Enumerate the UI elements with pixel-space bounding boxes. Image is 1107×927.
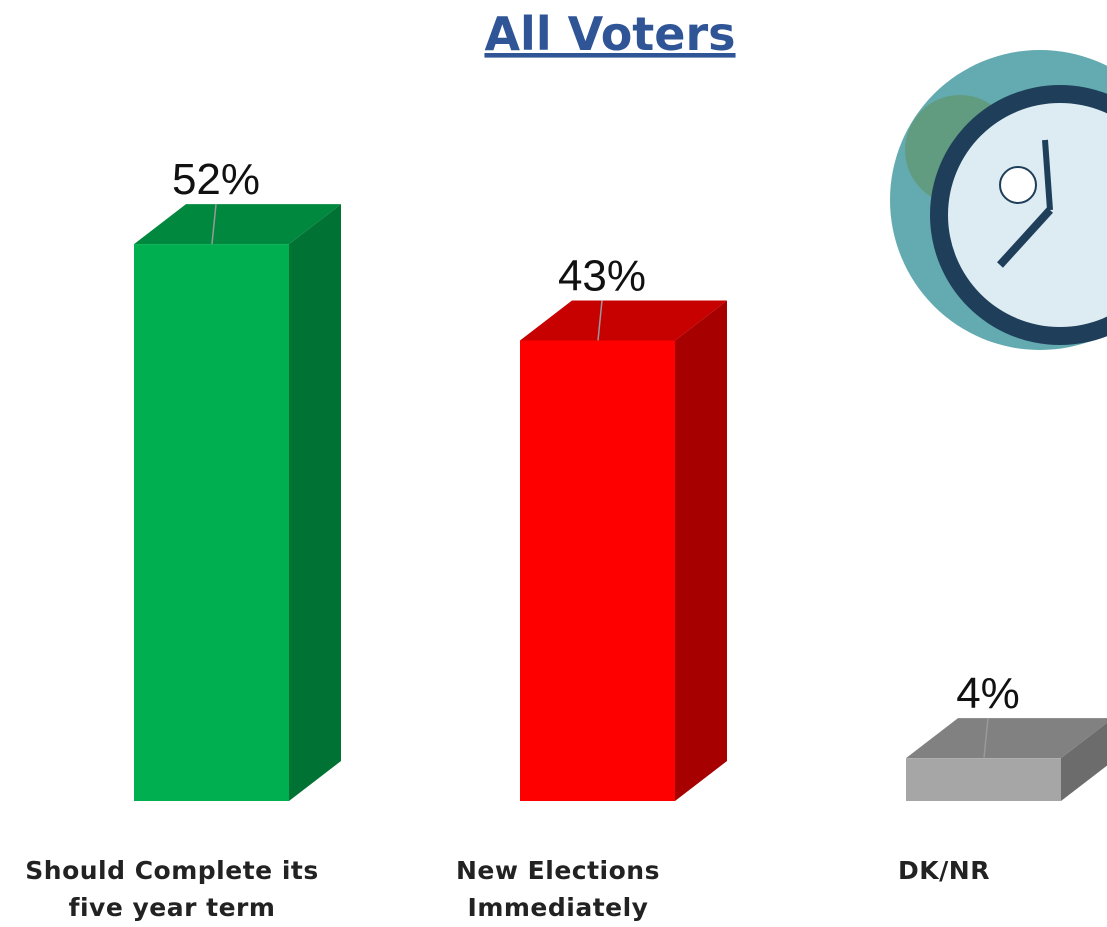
bar-side [1061,722,1107,801]
bar-side [289,204,341,801]
category-label: DK/NR [898,856,990,885]
category-label: New Elections Immediately [456,856,660,922]
bar [520,340,675,801]
leader-line [597,300,603,341]
leader-line [983,718,989,759]
chart-title: All Voters [484,7,735,61]
bar-side [675,300,727,801]
bar [906,758,1061,801]
category-label: Should Complete its five year term [25,856,319,922]
clock-illustration [890,50,1107,350]
bar-top [134,204,341,245]
clock-hand [997,207,1053,268]
small-clock [999,166,1037,204]
value-label: 43% [558,251,646,300]
clock-face [948,103,1107,327]
bar-top [520,300,727,341]
bar [134,244,289,801]
clock-hand [1042,139,1053,211]
value-label: 4% [956,669,1020,718]
bar-top [906,718,1107,759]
leader-line [211,204,217,245]
value-label: 52% [172,155,260,204]
